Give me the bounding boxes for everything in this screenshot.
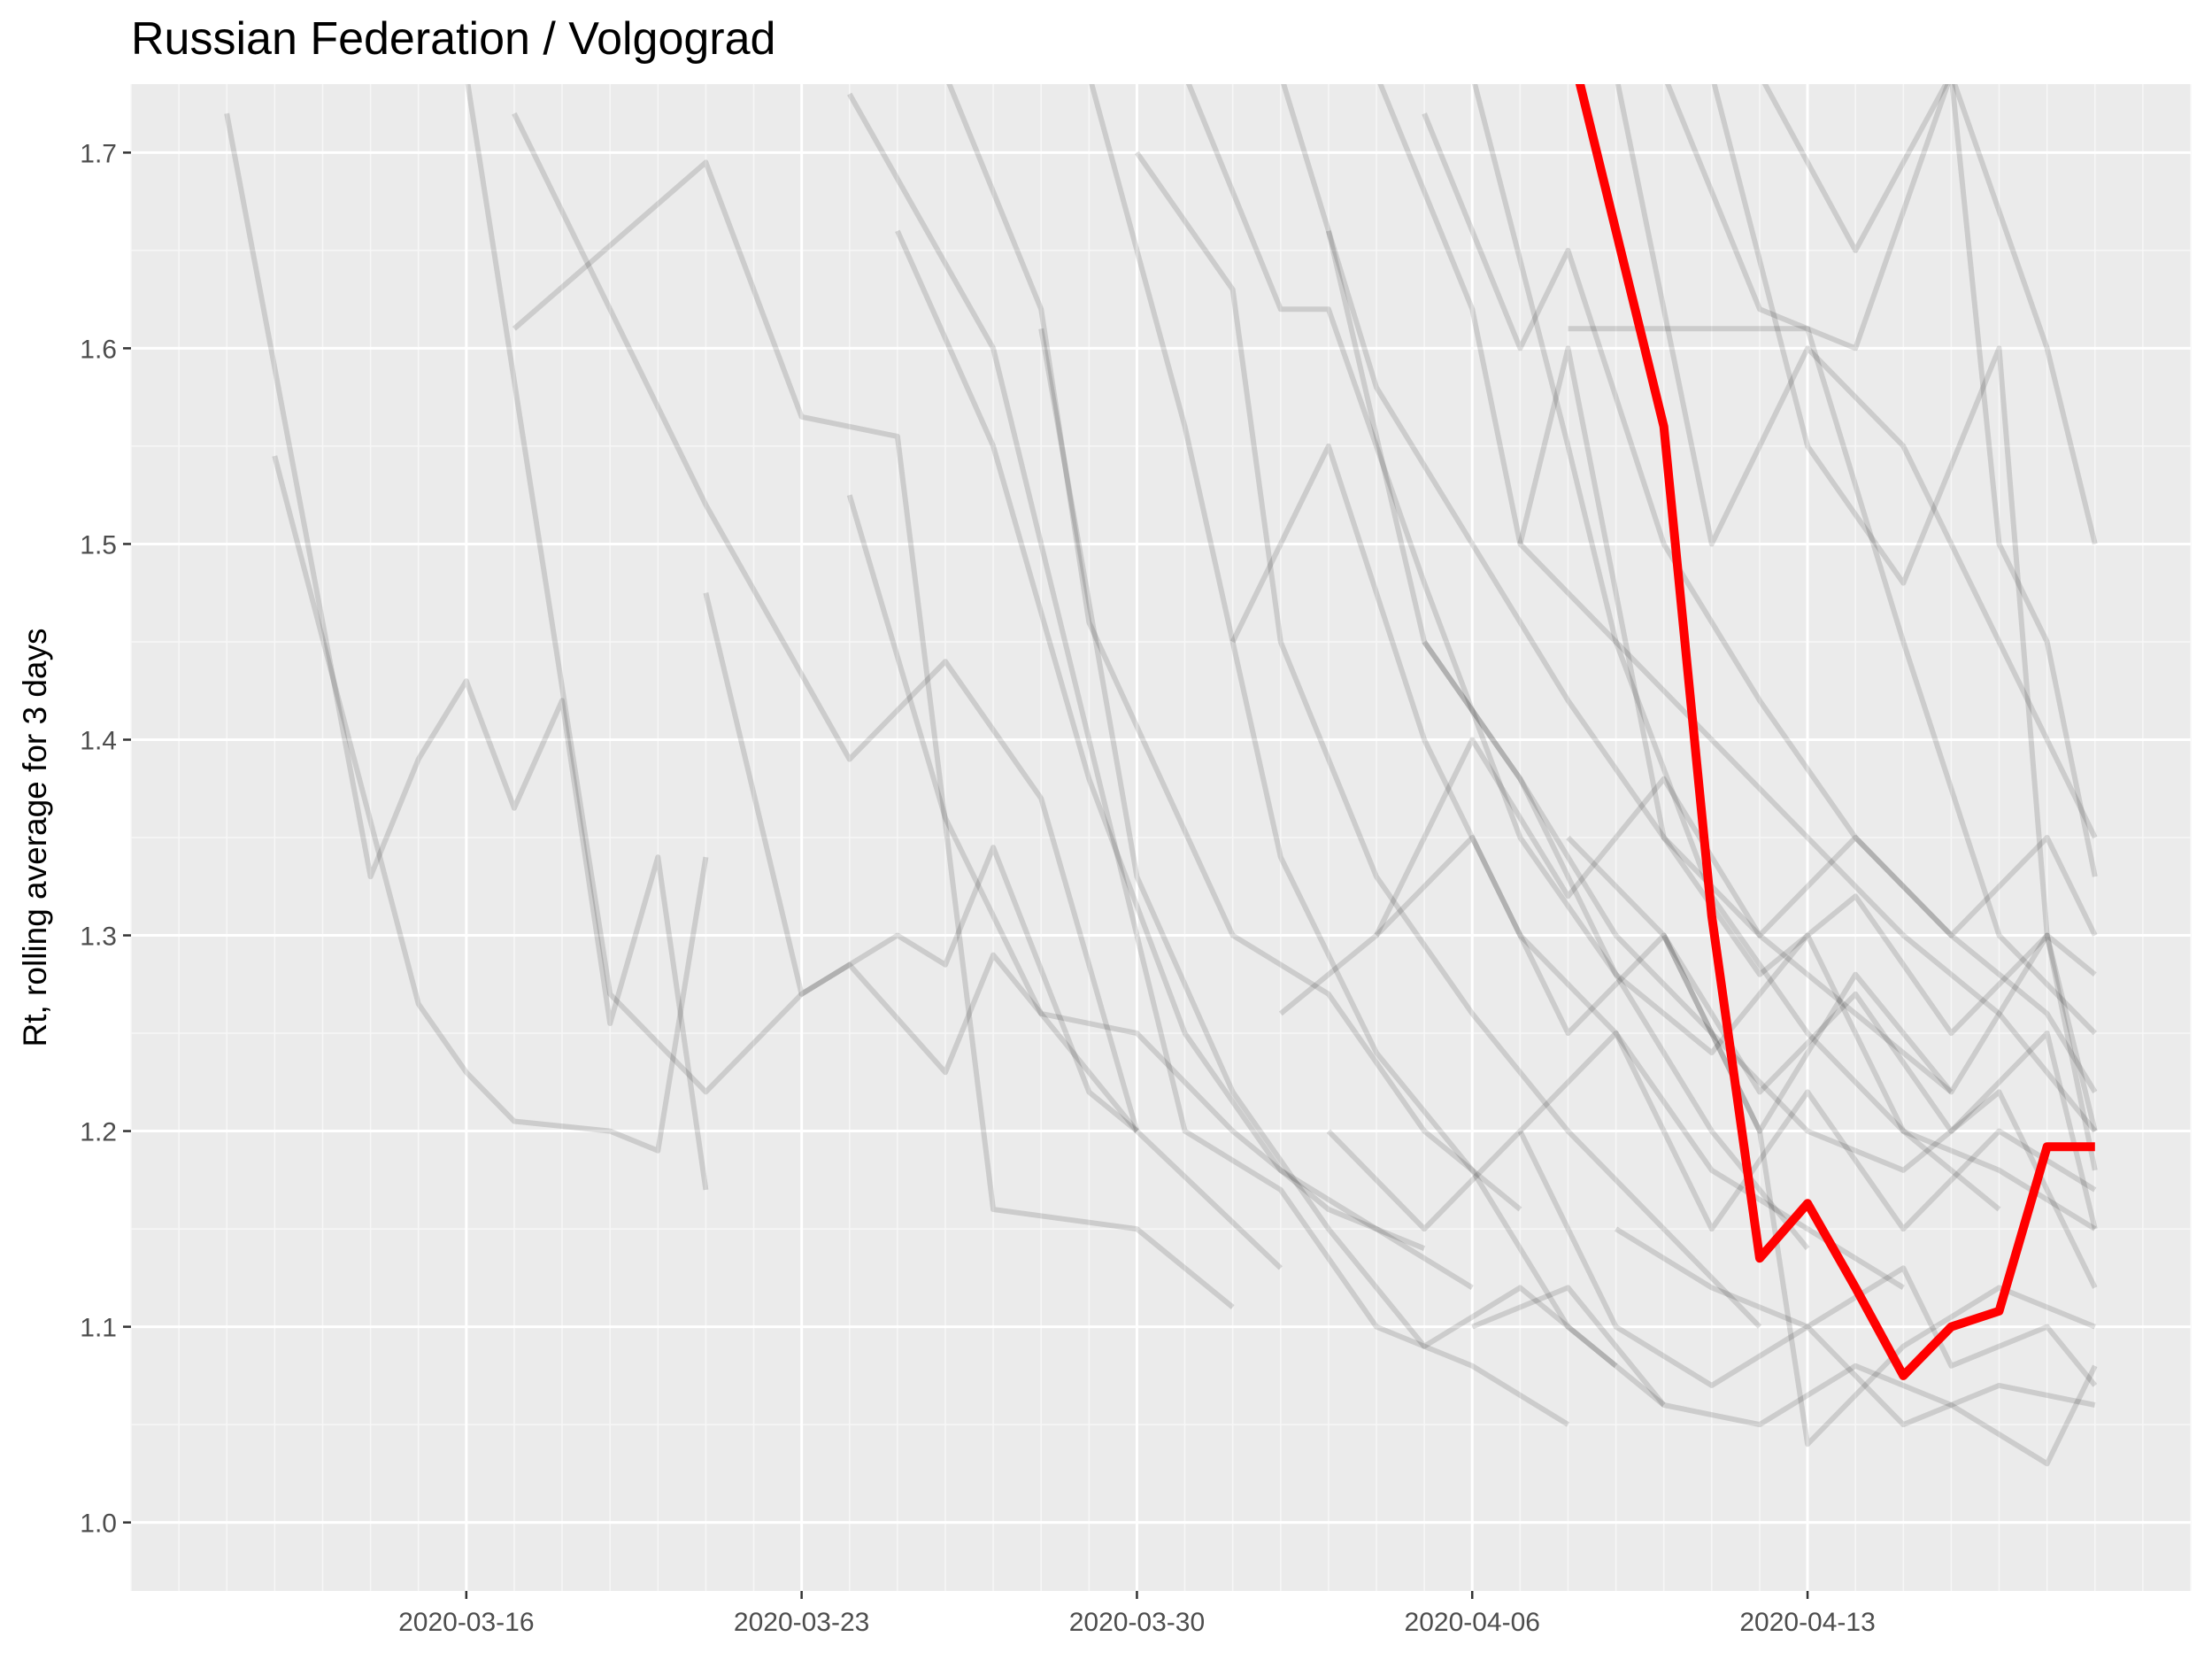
x-tick-label: 2020-03-23 (734, 1608, 869, 1637)
x-tick-label: 2020-04-06 (1405, 1608, 1540, 1637)
background-series-line (1568, 326, 2097, 1036)
highlight-series-group (1575, 84, 2095, 1380)
background-series-line (1661, 934, 2096, 1448)
background-series-line (1711, 84, 2098, 1132)
background-series-line (1185, 84, 1810, 1251)
background-series-line (1471, 1285, 2098, 1467)
background-series-line (1325, 230, 2001, 1212)
background-series-line (703, 592, 1139, 1133)
background-series-line (1134, 151, 1762, 1329)
y-tick-label: 1.6 (80, 335, 117, 364)
background-series-line (1281, 84, 1954, 1094)
background-series-line (895, 229, 1474, 1290)
x-tick-label: 2020-04-13 (1739, 1608, 1875, 1637)
background-series-line (1615, 84, 2098, 839)
y-tick-label: 1.2 (80, 1118, 117, 1147)
background-series-line (1374, 835, 2097, 1134)
background-series-line (946, 84, 1522, 1212)
background-series-line (1566, 835, 2098, 1230)
background-series-line (1326, 1031, 2097, 1232)
background-series-line (512, 112, 1283, 1270)
background-series-line (1472, 84, 2098, 1133)
background-series-line (1615, 1226, 2098, 1387)
background-series-line (1278, 737, 2098, 1016)
y-tick-label: 1.1 (80, 1314, 117, 1343)
background-series-line (1422, 640, 2098, 1289)
background-series-line (1761, 84, 2098, 877)
y-tick-label: 1.0 (80, 1509, 117, 1539)
background-series-line (847, 92, 1570, 1427)
background-series-line (1038, 328, 1618, 1369)
y-axis: 1.0 1.1 1.2 1.3 1.4 1.5 1.6 1.7 (80, 139, 131, 1539)
background-series-line (1517, 1130, 2096, 1428)
highlight-series-line (1575, 84, 2095, 1380)
background-series-line (224, 112, 709, 1191)
y-tick-label: 1.3 (80, 923, 117, 952)
y-axis-title: Rt, rolling average for 3 days (17, 628, 53, 1046)
x-axis: 2020-03-16 2020-03-23 2020-03-30 2020-04-06… (398, 1591, 1876, 1637)
y-tick-label: 1.7 (80, 139, 117, 168)
major-gridlines (131, 84, 2191, 1591)
background-series-line (512, 159, 1235, 1309)
background-series-line (1517, 345, 2098, 1171)
background-series-line (1422, 112, 2098, 1093)
y-tick-label: 1.5 (80, 530, 117, 560)
background-series-line (272, 455, 709, 1154)
y-tick-label: 1.4 (80, 726, 117, 755)
x-tick-label: 2020-03-30 (1069, 1608, 1205, 1637)
x-tick-label: 2020-03-16 (398, 1608, 534, 1637)
background-series-line (465, 84, 1139, 1133)
background-series-line (1089, 84, 1666, 1408)
background-series-line (846, 494, 1426, 1251)
background-series-line (1664, 84, 2098, 545)
chart-title: Russian Federation / Volgograd (131, 13, 776, 65)
